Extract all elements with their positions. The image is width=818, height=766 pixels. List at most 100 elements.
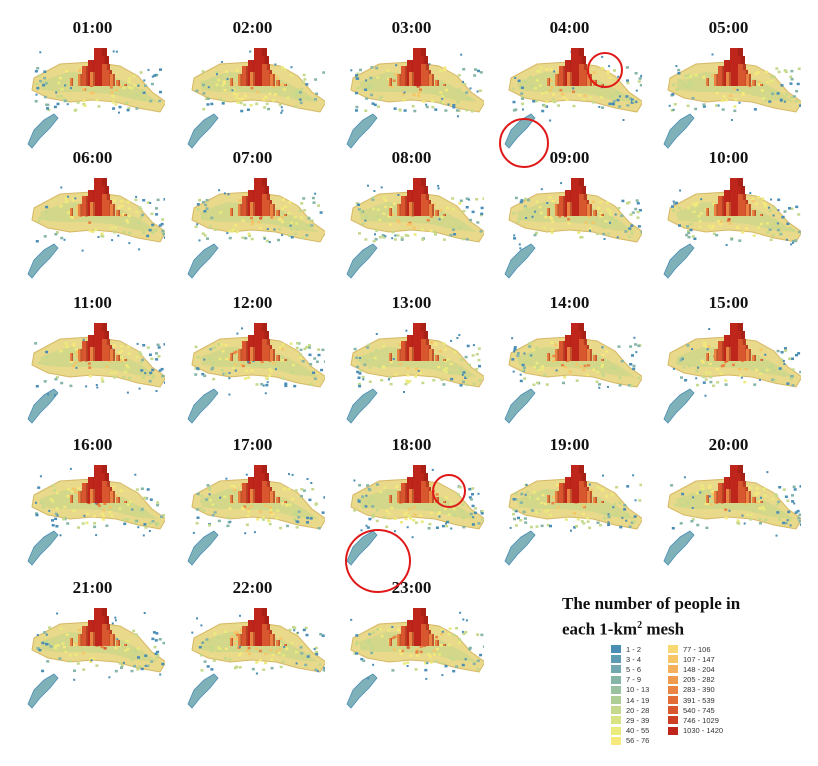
mesh-cell (400, 236, 404, 239)
mesh-cell-sparse (122, 661, 125, 664)
mesh-cell (105, 365, 109, 368)
mesh-cell (282, 487, 286, 491)
mesh-cell-sparse (450, 527, 453, 530)
mesh-cell-sparse (607, 521, 610, 524)
mesh-cell (682, 366, 686, 369)
population-spike (90, 202, 95, 216)
mesh-cell (678, 78, 682, 82)
mesh-cell (120, 666, 123, 669)
mesh-cell (138, 206, 142, 209)
mesh-cell (637, 225, 641, 228)
mesh-cell (729, 94, 733, 97)
mesh-cell (778, 518, 782, 521)
population-spike (284, 644, 287, 646)
mesh-cell (619, 525, 623, 529)
mesh-cell (151, 223, 155, 227)
mesh-cell (519, 200, 523, 204)
mesh-cell (300, 202, 304, 205)
mesh-cell (605, 201, 609, 204)
mesh-cell (311, 487, 315, 491)
population-spike-shade (405, 196, 408, 216)
mesh-cell (226, 516, 230, 520)
legend-swatch (668, 706, 678, 715)
mesh-cell (155, 352, 158, 355)
mesh-cell (196, 355, 200, 359)
mesh-cell (626, 79, 629, 82)
mesh-cell-sparse (228, 377, 231, 380)
population-spike-shade (71, 208, 73, 216)
mesh-cell (745, 227, 748, 230)
population-spike (116, 640, 120, 646)
mesh-cell (366, 359, 370, 363)
mesh-cell (535, 525, 539, 528)
mesh-cell (149, 99, 153, 103)
legend-label: 148 - 204 (683, 664, 715, 674)
mesh-cell (269, 508, 273, 512)
mesh-cell-sparse (70, 87, 72, 90)
legend-item: 1 - 2 (611, 644, 649, 654)
mesh-cell-sparse (741, 514, 744, 517)
population-spike (714, 491, 718, 503)
mesh-cell (221, 84, 225, 87)
mesh-cell-sparse (252, 360, 255, 363)
mesh-cell (280, 359, 284, 362)
mesh-cell (575, 379, 579, 382)
legend-swatch (611, 736, 621, 745)
mesh-cell-sparse (111, 622, 114, 625)
mesh-cell-sparse (531, 215, 534, 218)
mesh-cell (243, 505, 247, 508)
mesh-cell (691, 97, 695, 100)
mesh-cell-sparse (403, 91, 406, 94)
mesh-cell-sparse (695, 377, 698, 380)
mesh-cell (471, 493, 474, 496)
mesh-cell (292, 363, 295, 367)
mesh-cell (361, 222, 365, 225)
population-spike (559, 66, 566, 86)
mesh-cell (112, 199, 116, 202)
mesh-cell (146, 234, 150, 238)
map-panel: 09:00 (497, 148, 642, 283)
mesh-cell (220, 369, 224, 372)
mesh-cell (138, 508, 141, 511)
mesh-cell (736, 521, 740, 525)
mesh-cell (471, 354, 475, 357)
mesh-cell-sparse (523, 352, 526, 355)
population-spike (587, 491, 592, 503)
mesh-cell (425, 105, 429, 109)
mesh-cell (674, 503, 678, 507)
mesh-cell (514, 492, 518, 495)
mesh-cell (375, 483, 379, 486)
mesh-cell-sparse (472, 516, 475, 519)
mesh-cell-sparse (461, 373, 464, 376)
mesh-cell (109, 86, 113, 89)
mesh-cell (395, 485, 399, 489)
mesh-cell (261, 518, 265, 521)
mesh-cell (251, 667, 255, 671)
mesh-cell (406, 661, 410, 664)
mesh-cell (757, 83, 761, 86)
population-spike (726, 202, 731, 216)
population-spike (726, 72, 731, 86)
mesh-cell (134, 521, 138, 524)
mesh-cell (600, 365, 604, 368)
mesh-cell (263, 106, 267, 109)
mesh-cell (439, 209, 443, 212)
mesh-cell (541, 109, 545, 113)
population-spike (567, 347, 572, 361)
mesh-cell (691, 235, 695, 238)
mesh-cell (552, 354, 556, 358)
mesh-cell (396, 219, 400, 222)
mesh-cell (235, 230, 239, 234)
mesh-cell-sparse (635, 351, 638, 354)
mesh-cell-sparse (293, 629, 296, 632)
mesh-cell (601, 353, 605, 357)
mesh-cell (112, 344, 116, 347)
population-spike (110, 204, 115, 216)
time-label: 20:00 (708, 435, 749, 454)
mesh-cell (233, 363, 237, 366)
mesh-cell (162, 641, 165, 645)
mesh-cell-sparse (373, 190, 376, 192)
mesh-cell (194, 373, 198, 376)
mesh-cell-sparse (438, 218, 441, 221)
population-spike-shade (432, 74, 434, 86)
